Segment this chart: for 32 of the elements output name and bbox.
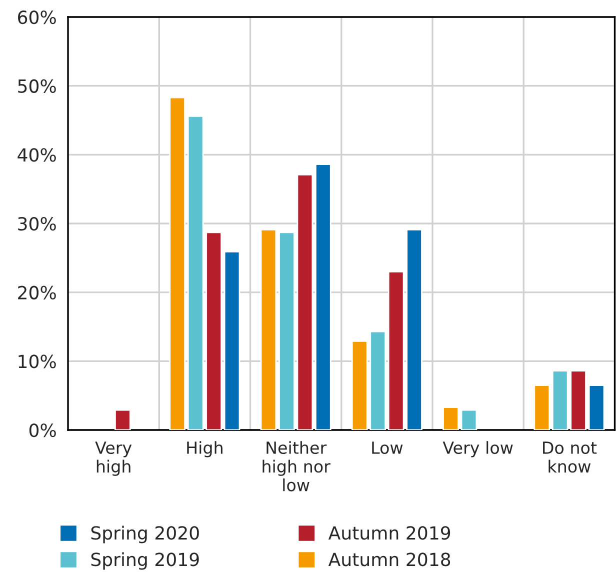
y-tick-label: 30% [18, 216, 56, 231]
bar [314, 164, 332, 430]
x-tick-label: Very low [442, 441, 513, 458]
bar [224, 251, 240, 430]
y-tick-label: 60% [18, 10, 56, 24]
x-tick-label: High [187, 441, 222, 458]
bar [588, 384, 605, 430]
legend-label: Autumn 2018 [328, 552, 450, 566]
bar [169, 96, 186, 430]
bar [206, 232, 222, 430]
bar [187, 115, 204, 430]
bar [114, 409, 131, 430]
y-tick-label: 40% [18, 148, 56, 162]
legend-label: Autumn 2019 [328, 526, 450, 540]
x-tick-label: Do not know [543, 442, 597, 473]
bar [534, 384, 550, 430]
legend-label: Spring 2020 [91, 526, 199, 544]
bar [460, 409, 478, 430]
legend-label: Spring 2019 [91, 552, 199, 570]
bar [260, 229, 277, 430]
x-tick-label: Very high [95, 442, 132, 476]
x-tick-label: Low [372, 442, 403, 454]
bar [388, 270, 404, 430]
bar [442, 406, 459, 430]
y-tick-label: 50% [18, 79, 56, 93]
bar [296, 174, 314, 430]
bar [278, 232, 295, 430]
y-tick-label: 0% [29, 423, 56, 438]
y-tick-label: 20% [18, 286, 56, 300]
x-tick-label: Neither high nor low [262, 441, 330, 492]
y-tick-label: 10% [18, 354, 56, 368]
bar [406, 229, 422, 430]
